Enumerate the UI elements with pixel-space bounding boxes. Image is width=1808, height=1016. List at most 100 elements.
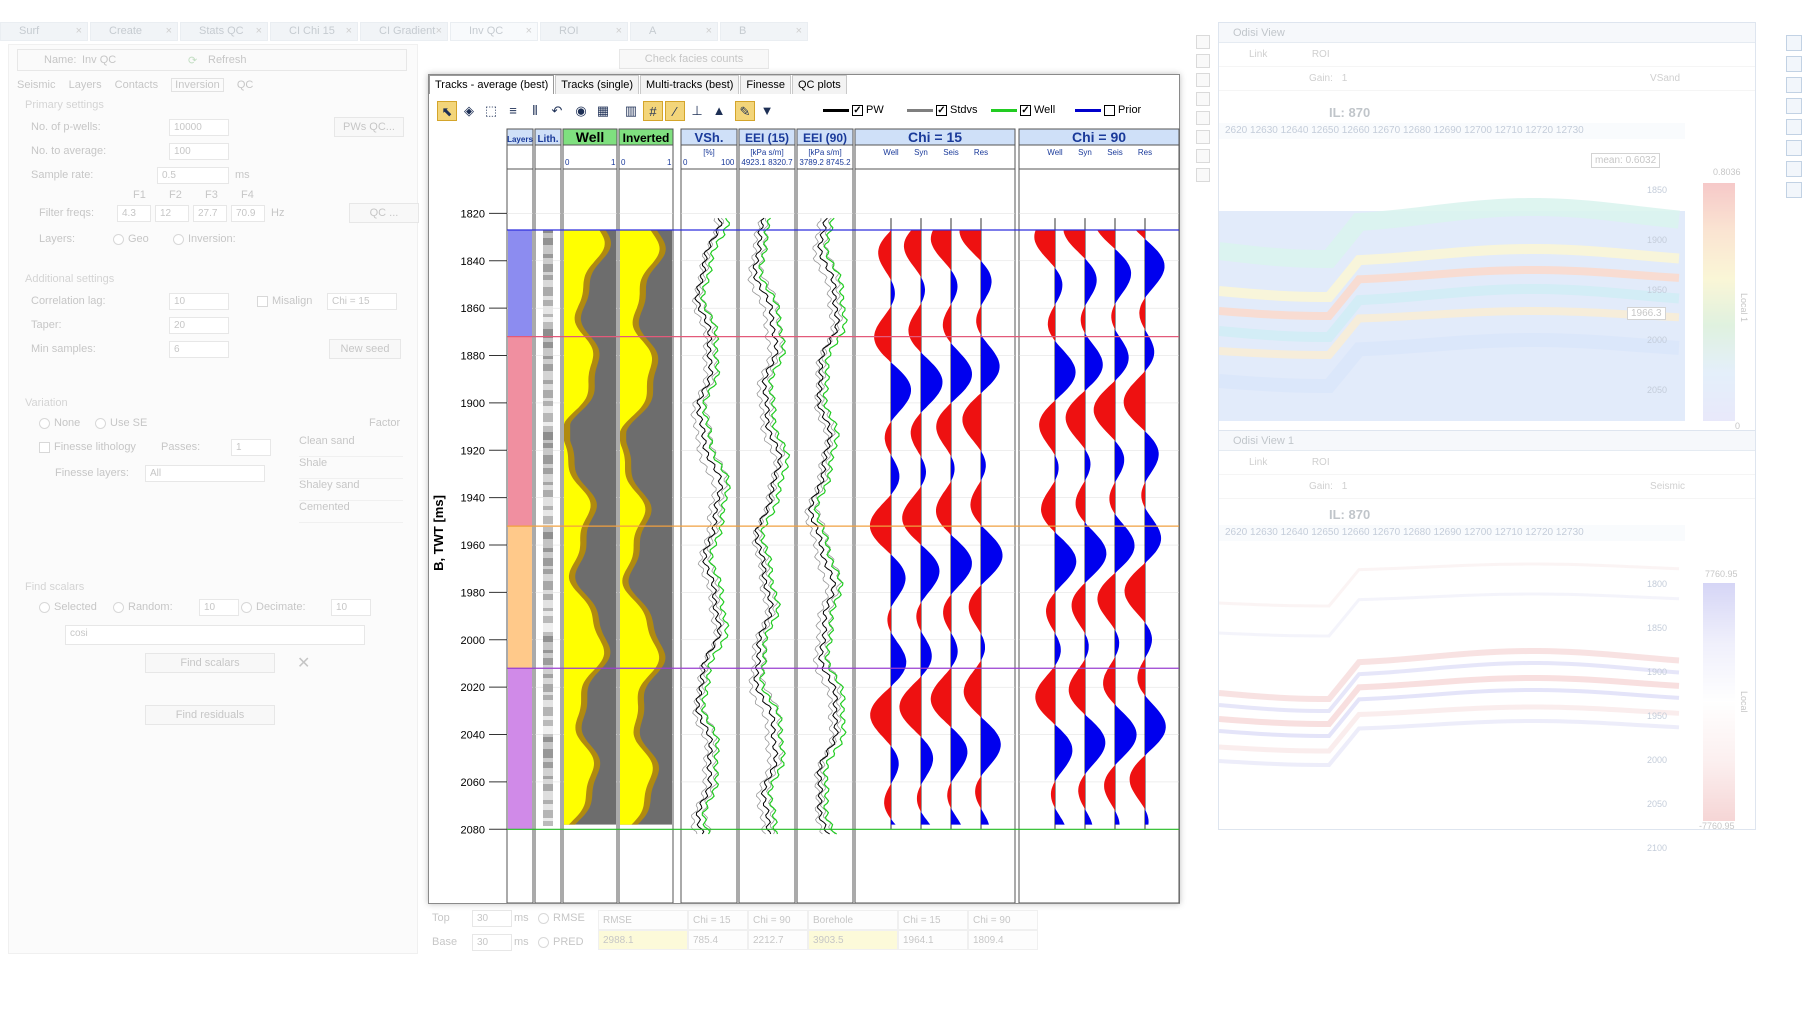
tab-multi-tracks[interactable]: Multi-tracks (best) [640,75,740,94]
tool-icon[interactable] [1196,73,1210,87]
doc-tab[interactable]: Stats QC × [180,22,268,41]
tab-tracks-average[interactable]: Tracks - average (best) [429,75,555,94]
brush-icon[interactable]: ⁄ [665,101,685,121]
section-seismic-plot[interactable] [1219,543,1685,827]
doc-tab[interactable]: Inv QC × [450,22,538,41]
random-input[interactable]: 10 [199,599,239,616]
close-icon[interactable]: × [255,25,262,37]
lith-row[interactable]: Shale [299,457,403,479]
taper-input[interactable]: 20 [169,317,229,334]
doc-tab[interactable]: Surf × [0,22,88,41]
geo-radio[interactable]: Geo [113,233,149,245]
color-icon[interactable]: ▼ [760,103,774,118]
tab-tracks-single[interactable]: Tracks (single) [555,75,640,94]
use-se-radio[interactable]: Use SE [95,417,147,429]
doc-tab[interactable]: CI Gradient × [360,22,448,41]
top-input[interactable]: 30 [472,910,512,927]
tool-icon[interactable] [1196,149,1210,163]
tool-icon[interactable] [1786,161,1802,177]
no-average-input[interactable]: 100 [169,143,229,160]
tool-icon[interactable] [1786,35,1802,51]
doc-tab[interactable]: CI Chi 15 × [270,22,358,41]
diamond-icon[interactable]: ◈ [464,103,474,118]
base-input[interactable]: 30 [472,934,512,951]
min-samples-input[interactable]: 6 [169,341,229,358]
roi-label[interactable]: ROI [1311,457,1330,468]
pointer-icon[interactable]: ⬉ [437,101,457,121]
legend-stdvs[interactable]: ✓ Stdvs [907,104,978,116]
lith-row[interactable]: Shaley sand [299,479,403,501]
legend-checkbox[interactable]: ✓ [852,104,863,116]
close-icon[interactable]: ✕ [297,655,311,672]
qc-button[interactable]: QC ... [349,203,419,223]
refresh-icon[interactable]: ⟳ [188,55,198,67]
finesse-lithology-checkbox[interactable]: Finesse lithology [39,441,136,453]
tool-icon[interactable] [1786,56,1802,72]
tab-qc[interactable]: QC [236,79,254,91]
rmse-radio[interactable]: RMSE [538,912,585,924]
filter-icon[interactable]: ≡ [509,103,517,118]
doc-tab[interactable]: Create × [90,22,178,41]
legend-pw[interactable]: ✓ PW [823,104,884,116]
legend-checkbox[interactable]: ✓ [1020,104,1031,116]
gain-input[interactable]: 1 [1341,73,1348,84]
tool-icon[interactable] [1196,130,1210,144]
paint-icon[interactable]: ▲ [712,103,726,118]
tool-icon[interactable] [1786,119,1802,135]
decimate-radio[interactable]: Decimate: [241,601,306,613]
mode-select[interactable]: Seismic [1650,481,1686,492]
f4-input[interactable]: 70.9 [231,205,265,222]
well-tracks-plot[interactable]: Layers Lith. Well Inverted VSh. EEI (15) EEI (… [429,123,1181,903]
tab-seismic[interactable]: Seismic [17,79,56,91]
name-value[interactable]: Inv QC [82,54,117,66]
doc-tab[interactable]: ROI × [540,22,628,41]
pen-icon[interactable]: ✎ [735,101,755,121]
tool-icon[interactable] [1196,35,1210,49]
tool-icon[interactable] [1786,98,1802,114]
legend-well[interactable]: ✓ Well [991,104,1055,116]
pred-radio[interactable]: PRED [538,936,584,948]
tab-contacts[interactable]: Contacts [114,79,159,91]
tool-icon[interactable] [1786,182,1802,198]
tool-icon[interactable] [1786,140,1802,156]
correlation-lag-input[interactable]: 10 [169,293,229,310]
tab-finesse[interactable]: Finesse [740,75,791,94]
grid-icon[interactable]: # [643,101,663,121]
legend-checkbox[interactable] [1104,104,1115,116]
close-icon[interactable]: × [705,25,712,37]
tab-layers[interactable]: Layers [68,79,102,91]
image-icon[interactable]: ▦ [596,103,610,118]
tool-icon[interactable] [1196,54,1210,68]
refresh-label[interactable]: Refresh [208,54,247,66]
chi-select[interactable]: Chi = 15 [327,293,397,310]
close-icon[interactable]: × [615,25,622,37]
legend-prior[interactable]: Prior [1075,104,1141,116]
close-icon[interactable]: × [435,25,442,37]
section-vsand-plot[interactable] [1219,141,1685,441]
doc-tab[interactable]: A × [630,22,718,41]
close-icon[interactable]: × [345,25,352,37]
legend-checkbox[interactable]: ✓ [936,104,947,116]
eye-icon[interactable]: ◉ [575,103,587,118]
close-icon[interactable]: × [165,25,172,37]
pwells-qc-button[interactable]: PWs QC... [334,117,404,137]
gain-input[interactable]: 1 [1341,481,1348,492]
undo-icon[interactable]: ↶ [551,103,563,118]
no-pwells-input[interactable]: 10000 [169,119,229,136]
link-label[interactable]: Link [1249,457,1268,468]
selected-radio[interactable]: Selected [39,601,97,613]
f1-input[interactable]: 4.3 [117,205,151,222]
cosi-select[interactable]: cosi [65,625,365,645]
chart-icon[interactable]: ⊥ [691,103,703,118]
none-radio[interactable]: None [39,417,80,429]
tab-inversion[interactable]: Inversion [171,78,224,92]
lith-row[interactable]: Cemented [299,501,403,523]
misalign-checkbox[interactable]: Misalign [257,295,312,307]
find-scalars-button[interactable]: Find scalars [145,653,275,673]
mode-select[interactable]: VSand [1650,73,1681,84]
link-label[interactable]: Link [1249,49,1268,60]
tab-qc-plots[interactable]: QC plots [791,75,847,94]
f3-input[interactable]: 27.7 [193,205,227,222]
bars-icon[interactable]: ⫴ [532,103,538,118]
find-residuals-button[interactable]: Find residuals [145,705,275,725]
